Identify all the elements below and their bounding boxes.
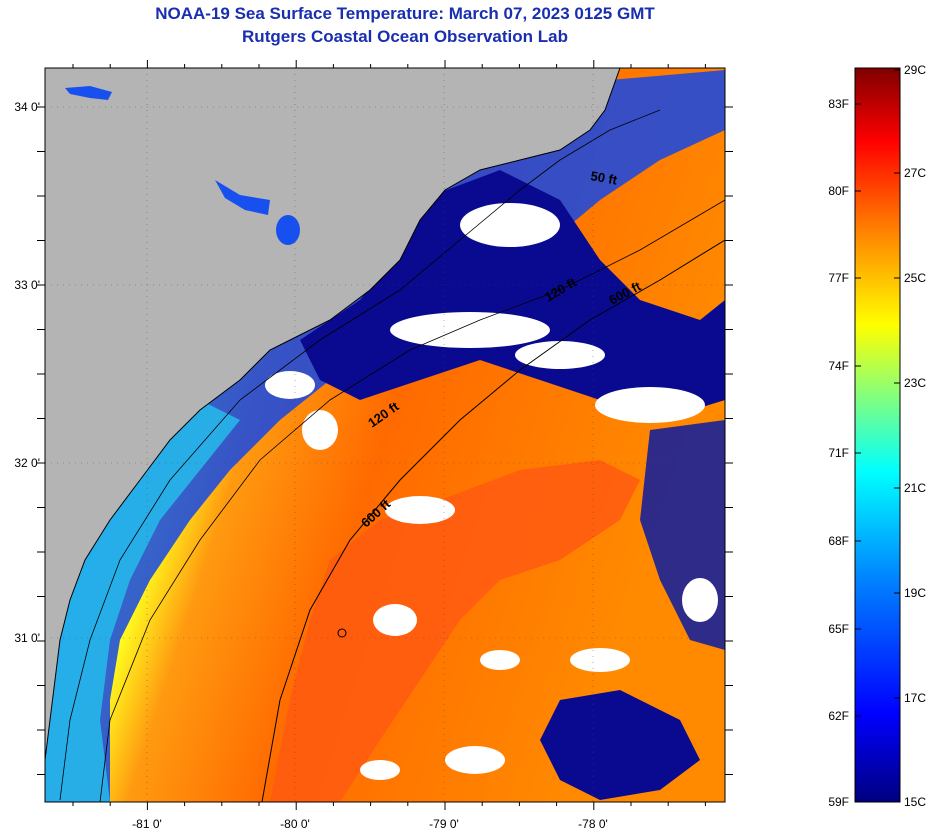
colorbar-c-label: 17C [904,691,926,705]
contour-600ft [261,239,725,802]
colorbar-f-label: 83F [828,97,849,111]
inland-lakes [65,86,300,245]
cloud-cover [265,203,718,780]
colorbar-gradient [854,67,901,803]
map-imagery [45,68,725,802]
colorbar-f-label: 80F [828,184,849,198]
colorbar-f-label: 71F [828,446,849,460]
land-mass [45,68,620,760]
map-title: NOAA-19 Sea Surface Temperature: March 0… [155,4,655,23]
colorbar-fahrenheit-labels: 83F 80F 77F 74F 71F 68F 65F 62F 59F [828,97,861,809]
colorbar-f-label: 68F [828,534,849,548]
colorbar-c-label: 15C [904,795,926,809]
colorbar-c-label: 23C [904,376,926,390]
axis-ticks [37,60,733,810]
latitude-axis: 34 0' 33 0' 32 0' 31 0' [14,100,40,645]
lat-label: 31 0' [14,631,40,645]
buoy-marker [337,628,347,638]
colorbar-f-label: 59F [828,795,849,809]
cold-patch-south [540,690,700,800]
colorbar-f-label: 65F [828,622,849,636]
coastline [45,68,621,761]
lon-label: -78 0' [578,817,608,831]
colorbar-c-label: 29C [904,63,926,77]
colorbar-f-label: 77F [828,271,849,285]
gulf-stream-core [270,460,640,802]
map-frame [44,67,726,803]
lat-label: 32 0' [14,456,40,470]
lon-label: -81 0' [132,817,162,831]
colorbar-f-label: 74F [828,359,849,373]
colorbar-celsius-labels: 29C 27C 25C 23C 21C 19C 17C 15C [894,63,926,809]
colorbar-c-label: 21C [904,481,926,495]
lat-label: 33 0' [14,278,40,292]
map-subtitle: Rutgers Coastal Ocean Observation Lab [242,27,568,46]
longitude-axis: -81 0' -80 0' -79 0' -78 0' [132,817,608,831]
depth-label-50ft: 50 ft [589,168,619,188]
lon-label: -80 0' [280,817,310,831]
colorbar-c-label: 25C [904,271,926,285]
colorbar-c-label: 19C [904,586,926,600]
colorbar-f-label: 62F [828,709,849,723]
cold-patch-north [300,170,725,420]
graticule [45,68,725,802]
contour-120ft [99,199,725,802]
lon-label: -79 0' [429,817,459,831]
contour-50ft [59,109,661,801]
lat-label: 34 0' [14,100,40,114]
colorbar: 83F 80F 77F 74F 71F 68F 65F 62F 59F 29C 27C 25C 23C… [828,63,926,809]
cyan-inshore-band [45,400,240,802]
colorbar-c-label: 27C [904,166,926,180]
